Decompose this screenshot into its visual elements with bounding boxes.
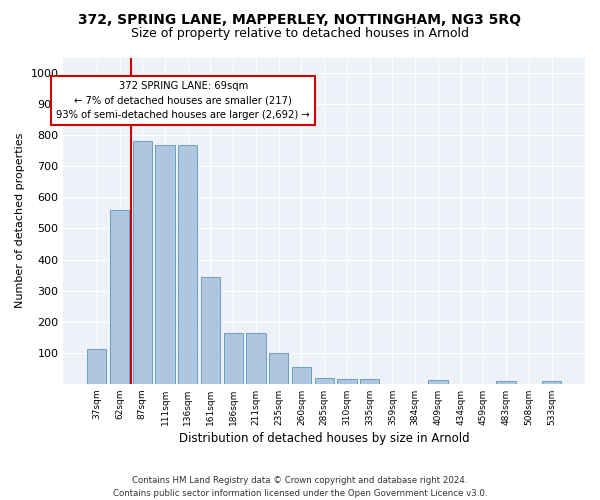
Bar (110, 210, 129, 384)
Bar (178, 144, 197, 384)
Text: 372 SPRING LANE: 69sqm
← 7% of detached houses are smaller (217)
93% of semi-det: 372 SPRING LANE: 69sqm ← 7% of detached … (56, 81, 310, 120)
Bar (201, 277, 220, 384)
Text: 372, SPRING LANE, MAPPERLEY, NOTTINGHAM, NG3 5RQ: 372, SPRING LANE, MAPPERLEY, NOTTINGHAM,… (79, 12, 521, 26)
Bar (133, 142, 152, 384)
Bar (337, 379, 356, 384)
Bar (314, 378, 334, 384)
Bar (224, 332, 243, 384)
Bar (155, 144, 175, 384)
Bar (247, 332, 266, 384)
Text: Size of property relative to detached houses in Arnold: Size of property relative to detached ho… (131, 28, 469, 40)
Bar (428, 380, 448, 384)
Bar (87, 348, 106, 384)
Bar (292, 366, 311, 384)
Bar (542, 380, 561, 384)
Text: Contains HM Land Registry data © Crown copyright and database right 2024.
Contai: Contains HM Land Registry data © Crown c… (113, 476, 487, 498)
Y-axis label: Number of detached properties: Number of detached properties (15, 133, 25, 308)
Bar (496, 380, 516, 384)
X-axis label: Distribution of detached houses by size in Arnold: Distribution of detached houses by size … (179, 432, 470, 445)
Bar (269, 354, 289, 384)
Bar (360, 379, 379, 384)
